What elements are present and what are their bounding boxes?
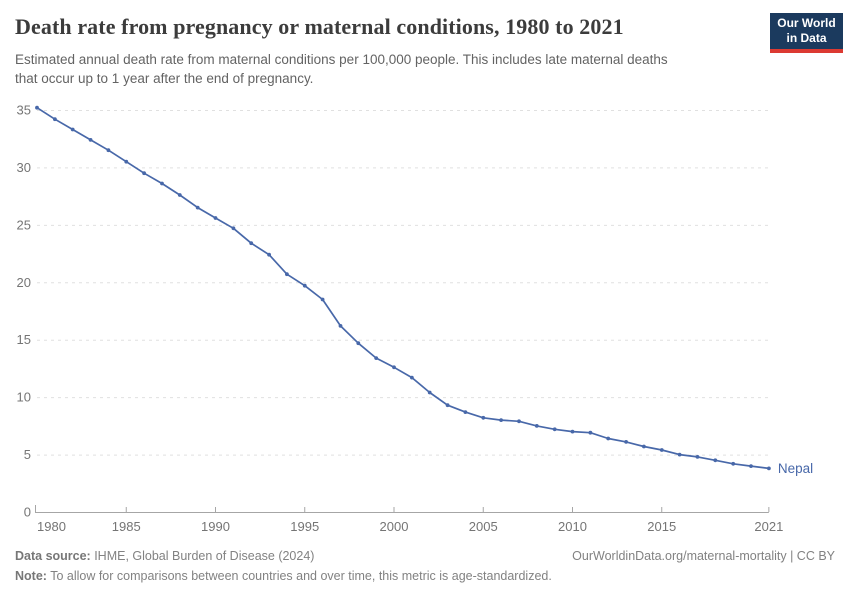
data-point-2001 — [410, 375, 414, 380]
x-axis-label-1990: 1990 — [201, 519, 230, 534]
note-text: To allow for comparisons between countri… — [46, 569, 552, 583]
data-point-1986 — [142, 171, 147, 176]
data-point-1982 — [70, 127, 75, 132]
x-axis-label-2015: 2015 — [647, 519, 676, 534]
data-point-2020 — [749, 464, 753, 468]
data-point-2005 — [481, 415, 486, 420]
x-axis-label-2021: 2021 — [754, 519, 783, 534]
data-point-1989 — [195, 205, 200, 210]
data-point-1985 — [124, 159, 129, 164]
data-point-1984 — [106, 148, 111, 153]
page-title: Death rate from pregnancy or maternal co… — [15, 14, 624, 39]
data-point-2000 — [392, 365, 396, 370]
data-point-2018 — [713, 458, 718, 463]
data-point-1988 — [177, 193, 182, 197]
x-axis-label-1980: 1980 — [37, 519, 66, 534]
data-point-1998 — [356, 341, 361, 346]
y-axis-label-30: 30 — [17, 160, 31, 175]
chart-subtitle: Estimated annual death rate from materna… — [15, 52, 668, 86]
data-point-2002 — [427, 390, 432, 395]
y-axis-label-0: 0 — [24, 505, 31, 520]
data-point-2011 — [588, 430, 593, 435]
data-point-1995 — [302, 283, 307, 288]
data-point-2014 — [642, 444, 646, 449]
data-point-2010 — [570, 429, 575, 434]
data-point-2006 — [499, 418, 503, 422]
data-point-1987 — [160, 181, 164, 186]
entity-label-nepal: Nepal — [778, 461, 813, 476]
x-axis-label-1985: 1985 — [112, 519, 141, 534]
data-point-2003 — [445, 403, 450, 408]
data-point-2013 — [624, 440, 628, 444]
data-point-1983 — [88, 138, 93, 142]
data-point-2017 — [695, 455, 700, 459]
data-point-1993 — [267, 252, 271, 257]
data-point-1990 — [213, 216, 218, 220]
y-axis-label-10: 10 — [17, 390, 31, 405]
logo-line2: in Data — [786, 31, 827, 45]
data-point-1980 — [35, 105, 39, 110]
data-point-1999 — [374, 356, 379, 360]
data-point-2021 — [767, 466, 771, 471]
data-point-2012 — [606, 436, 611, 441]
data-point-2019 — [731, 461, 736, 466]
data-point-1992 — [249, 241, 254, 246]
x-axis-label-1995: 1995 — [290, 519, 319, 534]
x-axis-label-2005: 2005 — [469, 519, 498, 534]
series-line-nepal — [36, 106, 770, 470]
data-point-2007 — [517, 419, 521, 424]
note-label: Note: — [15, 569, 47, 583]
data-source-text: IHME, Global Burden of Disease (2024) — [90, 549, 315, 563]
data-source-label: Data source: — [15, 549, 91, 563]
chart-footer: Data source: IHME, Global Burden of Dise… — [15, 546, 835, 586]
data-point-1996 — [320, 297, 325, 302]
owid-citation-link[interactable]: OurWorldinData.org/maternal-mortality | … — [572, 549, 835, 563]
data-source-line: Data source: IHME, Global Burden of Dise… — [15, 546, 314, 566]
data-point-1994 — [285, 272, 289, 277]
data-point-1991 — [231, 226, 236, 231]
owid-logo: Our World in Data — [770, 13, 843, 53]
y-axis-label-5: 5 — [24, 447, 31, 462]
note-line: Note: To allow for comparisons between c… — [15, 566, 835, 586]
data-point-2008 — [534, 424, 539, 428]
data-point-2004 — [463, 410, 468, 414]
y-axis-label-25: 25 — [17, 217, 31, 232]
y-axis-label-20: 20 — [17, 275, 31, 290]
data-point-2016 — [677, 452, 682, 457]
logo-line1: Our World — [777, 16, 836, 30]
y-axis-label-35: 35 — [17, 103, 31, 118]
y-axis-label-15: 15 — [17, 332, 31, 347]
data-point-1997 — [338, 324, 343, 328]
x-axis-label-2010: 2010 — [558, 519, 587, 534]
x-axis-label-2000: 2000 — [380, 519, 409, 534]
data-point-2009 — [552, 427, 557, 432]
data-point-2015 — [659, 448, 664, 452]
data-point-1981 — [53, 117, 57, 122]
